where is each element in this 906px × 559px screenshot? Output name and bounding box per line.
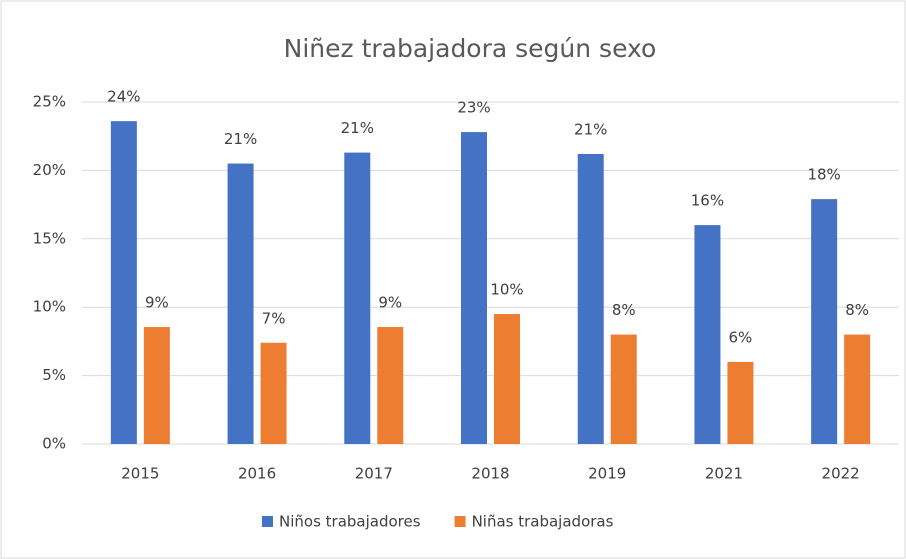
bar — [727, 361, 754, 444]
bar — [260, 342, 287, 444]
data-label: 8% — [845, 301, 869, 319]
data-label: 9% — [145, 294, 169, 312]
bar — [344, 152, 371, 444]
data-label: 21% — [574, 120, 607, 138]
data-label: 21% — [341, 119, 374, 137]
y-tick-label: 5% — [42, 366, 66, 384]
x-tick-label: 2019 — [588, 465, 626, 483]
bar — [143, 327, 170, 444]
bar — [227, 163, 254, 444]
chart-title: Niñez trabajadora según sexo — [284, 34, 657, 63]
data-label: 10% — [490, 281, 523, 299]
y-tick-label: 0% — [42, 435, 66, 453]
bar — [577, 153, 604, 444]
x-tick-label: 2021 — [705, 465, 743, 483]
legend-swatch — [262, 516, 273, 527]
x-tick-label: 2018 — [471, 465, 509, 483]
data-label: 6% — [729, 328, 753, 346]
legend-label: Niños trabajadores — [279, 513, 421, 531]
bar — [844, 334, 871, 444]
x-tick-label: 2015 — [121, 465, 159, 483]
x-tick-label: 2022 — [822, 465, 860, 483]
y-tick-label: 10% — [33, 298, 66, 316]
bar — [377, 327, 404, 444]
legend-label: Niñas trabajadoras — [472, 513, 614, 531]
y-tick-label: 20% — [33, 161, 66, 179]
y-tick-label: 25% — [33, 93, 66, 111]
data-label: 21% — [224, 130, 257, 148]
bar — [811, 199, 838, 444]
bar — [110, 121, 137, 444]
bar — [610, 334, 637, 444]
x-tick-label: 2016 — [238, 465, 276, 483]
legend-swatch — [454, 516, 466, 527]
data-label: 23% — [457, 99, 490, 117]
data-label: 7% — [262, 309, 286, 327]
data-label: 18% — [807, 166, 840, 184]
bar — [694, 225, 721, 444]
bar — [461, 132, 487, 444]
data-label: 8% — [612, 301, 636, 319]
data-label: 16% — [691, 192, 724, 210]
bar — [494, 314, 520, 444]
y-tick-label: 15% — [33, 229, 66, 247]
x-tick-label: 2017 — [355, 465, 393, 483]
data-label: 9% — [378, 294, 402, 312]
data-label: 24% — [107, 88, 140, 106]
